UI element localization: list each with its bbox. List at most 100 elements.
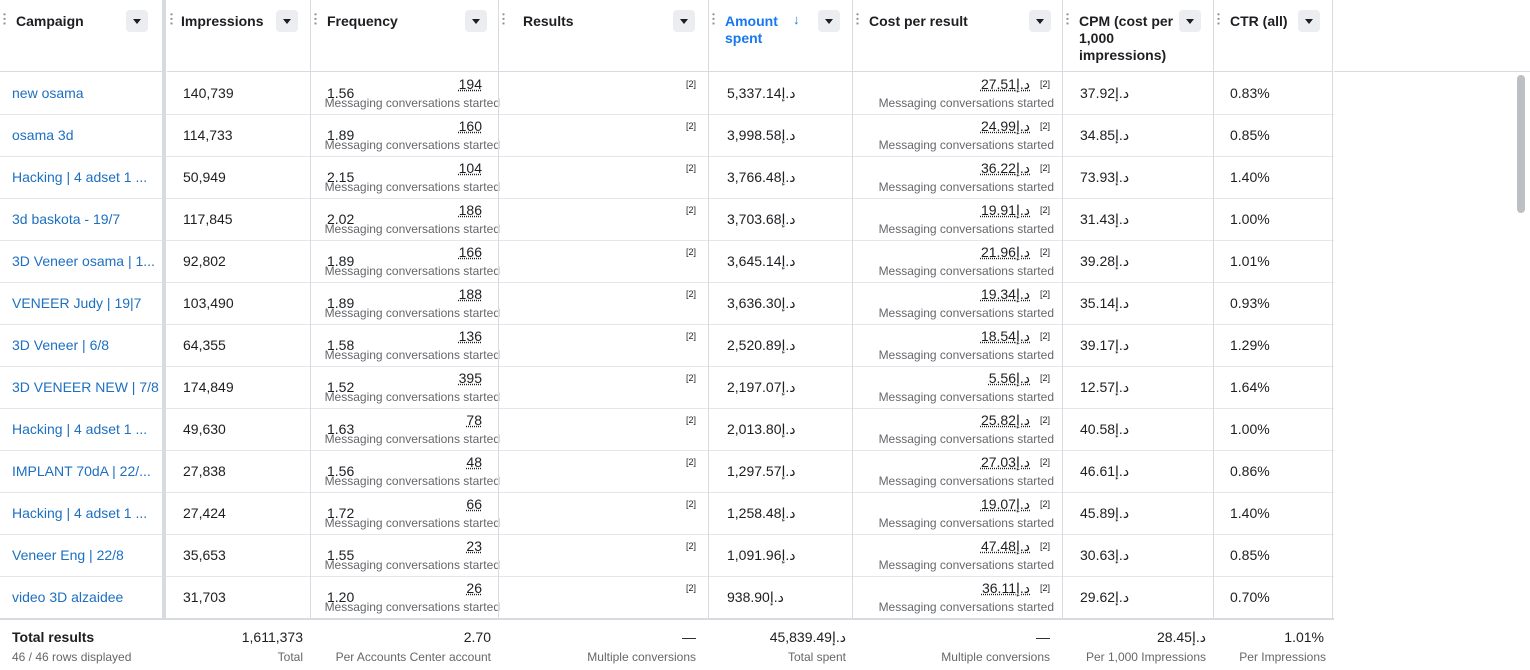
column-divider[interactable] <box>498 0 499 668</box>
campaign-name-link[interactable]: Hacking | 4 adset 1 ... <box>12 505 147 522</box>
cost-per-result-value[interactable]: 24.99د.إ <box>981 118 1030 135</box>
campaign-name-link[interactable]: new osama <box>12 85 84 102</box>
campaign-name-link[interactable]: 3D Veneer osama | 1... <box>12 253 155 270</box>
cost-per-result-value[interactable]: 25.82د.إ <box>981 412 1030 429</box>
cost-per-result-value[interactable]: 27.03د.إ <box>981 454 1030 471</box>
column-divider[interactable] <box>310 0 311 668</box>
column-header-cost-per-result[interactable]: Cost per result <box>853 0 1062 72</box>
results-info-badge[interactable]: [2] <box>686 121 696 131</box>
cost-per-result-info-badge[interactable]: [2] <box>1040 331 1050 341</box>
table-row[interactable]: Hacking | 4 adset 1 ... 27,424 1.72 66 [2] Me… <box>0 492 1334 535</box>
column-header-cpm[interactable]: CPM (cost per 1,000 impressions) <box>1063 0 1213 72</box>
results-value[interactable]: 160 <box>459 118 482 135</box>
results-info-badge[interactable]: [2] <box>686 583 696 593</box>
campaign-name-link[interactable]: 3D VENEER NEW | 7/8 <box>12 379 159 396</box>
vertical-scrollbar[interactable] <box>1517 75 1525 213</box>
results-info-badge[interactable]: [2] <box>686 247 696 257</box>
campaign-name-link[interactable]: Hacking | 4 adset 1 ... <box>12 421 147 438</box>
results-value[interactable]: 23 <box>466 538 482 555</box>
results-info-badge[interactable]: [2] <box>686 79 696 89</box>
cost-per-result-info-badge[interactable]: [2] <box>1040 499 1050 509</box>
cost-per-result-value[interactable]: 19.07د.إ <box>981 496 1030 513</box>
campaign-name-link[interactable]: Veneer Eng | 22/8 <box>12 547 124 564</box>
table-row[interactable]: Hacking | 4 adset 1 ... 50,949 2.15 104 [2] M… <box>0 156 1334 199</box>
table-row[interactable]: 3D Veneer osama | 1... 92,802 1.89 166 [2] Me… <box>0 240 1334 283</box>
results-value[interactable]: 166 <box>459 244 482 261</box>
results-info-badge[interactable]: [2] <box>686 373 696 383</box>
results-info-badge[interactable]: [2] <box>686 457 696 467</box>
table-row[interactable]: Hacking | 4 adset 1 ... 49,630 1.63 78 [2] Me… <box>0 408 1334 451</box>
column-dropdown-button[interactable] <box>1298 10 1320 32</box>
column-divider[interactable] <box>708 0 709 668</box>
cost-per-result-value[interactable]: 19.34د.إ <box>981 286 1030 303</box>
sort-descending-icon[interactable]: ↓ <box>793 12 800 27</box>
column-divider[interactable] <box>162 0 166 668</box>
column-drag-handle[interactable] <box>3 12 6 26</box>
results-info-badge[interactable]: [2] <box>686 499 696 509</box>
results-info-badge[interactable]: [2] <box>686 205 696 215</box>
table-row[interactable]: Veneer Eng | 22/8 35,653 1.55 23 [2] Messagin… <box>0 534 1334 577</box>
cost-per-result-info-badge[interactable]: [2] <box>1040 247 1050 257</box>
results-value[interactable]: 395 <box>459 370 482 387</box>
column-dropdown-button[interactable] <box>673 10 695 32</box>
column-divider[interactable] <box>1213 0 1214 668</box>
cost-per-result-value[interactable]: 18.54د.إ <box>981 328 1030 345</box>
column-divider[interactable] <box>1062 0 1063 668</box>
cost-per-result-value[interactable]: 19.91د.إ <box>981 202 1030 219</box>
results-value[interactable]: 104 <box>459 160 482 177</box>
results-info-badge[interactable]: [2] <box>686 163 696 173</box>
campaign-name-link[interactable]: IMPLANT 70dA | 22/... <box>12 463 151 480</box>
column-header-ctr[interactable]: CTR (all) <box>1214 0 1333 72</box>
table-row[interactable]: 3D Veneer | 6/8 64,355 1.58 136 [2] Messaging… <box>0 324 1334 367</box>
column-dropdown-button[interactable] <box>1179 10 1201 32</box>
cost-per-result-info-badge[interactable]: [2] <box>1040 541 1050 551</box>
table-row[interactable]: VENEER Judy | 19|7 103,490 1.89 188 [2] Messa… <box>0 282 1334 325</box>
results-value[interactable]: 48 <box>466 454 482 471</box>
results-value[interactable]: 186 <box>459 202 482 219</box>
results-info-badge[interactable]: [2] <box>686 289 696 299</box>
cost-per-result-value[interactable]: 36.22د.إ <box>981 160 1030 177</box>
cost-per-result-info-badge[interactable]: [2] <box>1040 289 1050 299</box>
cost-per-result-value[interactable]: 21.96د.إ <box>981 244 1030 261</box>
campaign-name-link[interactable]: 3d baskota - 19/7 <box>12 211 120 228</box>
column-drag-handle[interactable] <box>170 12 173 26</box>
column-drag-handle[interactable] <box>856 12 859 26</box>
results-info-badge[interactable]: [2] <box>686 541 696 551</box>
column-drag-handle[interactable] <box>1217 12 1220 26</box>
column-divider[interactable] <box>1332 0 1333 668</box>
column-dropdown-button[interactable] <box>276 10 298 32</box>
cost-per-result-info-badge[interactable]: [2] <box>1040 373 1050 383</box>
results-value[interactable]: 136 <box>459 328 482 345</box>
campaign-name-link[interactable]: osama 3d <box>12 127 73 144</box>
results-value[interactable]: 194 <box>459 76 482 93</box>
column-header-campaign[interactable]: Campaign <box>0 0 163 72</box>
cost-per-result-info-badge[interactable]: [2] <box>1040 163 1050 173</box>
campaign-name-link[interactable]: Hacking | 4 adset 1 ... <box>12 169 147 186</box>
column-divider[interactable] <box>852 0 853 668</box>
campaign-name-link[interactable]: video 3D alzaidee <box>12 589 123 606</box>
cost-per-result-info-badge[interactable]: [2] <box>1040 415 1050 425</box>
cost-per-result-info-badge[interactable]: [2] <box>1040 457 1050 467</box>
results-value[interactable]: 188 <box>459 286 482 303</box>
table-row[interactable]: video 3D alzaidee 31,703 1.20 26 [2] Messagin… <box>0 576 1334 619</box>
cost-per-result-value[interactable]: 27.51د.إ <box>981 76 1030 93</box>
column-drag-handle[interactable] <box>712 12 715 26</box>
results-value[interactable]: 78 <box>466 412 482 429</box>
column-dropdown-button[interactable] <box>465 10 487 32</box>
column-header-amount-spent[interactable]: Amount spent ↓ <box>709 0 852 72</box>
results-info-badge[interactable]: [2] <box>686 331 696 341</box>
cost-per-result-value[interactable]: 5.56د.إ <box>989 370 1030 387</box>
cost-per-result-info-badge[interactable]: [2] <box>1040 205 1050 215</box>
table-row[interactable]: IMPLANT 70dA | 22/... 27,838 1.56 48 [2] Mess… <box>0 450 1334 493</box>
cost-per-result-info-badge[interactable]: [2] <box>1040 79 1050 89</box>
cost-per-result-info-badge[interactable]: [2] <box>1040 583 1050 593</box>
column-dropdown-button[interactable] <box>818 10 840 32</box>
table-row[interactable]: 3d baskota - 19/7 117,845 2.02 186 [2] Messag… <box>0 198 1334 241</box>
column-header-impressions[interactable]: Impressions <box>167 0 310 72</box>
column-drag-handle[interactable] <box>1066 12 1069 26</box>
results-value[interactable]: 66 <box>466 496 482 513</box>
cost-per-result-info-badge[interactable]: [2] <box>1040 121 1050 131</box>
column-dropdown-button[interactable] <box>1029 10 1051 32</box>
column-dropdown-button[interactable] <box>126 10 148 32</box>
column-drag-handle[interactable] <box>314 12 317 26</box>
